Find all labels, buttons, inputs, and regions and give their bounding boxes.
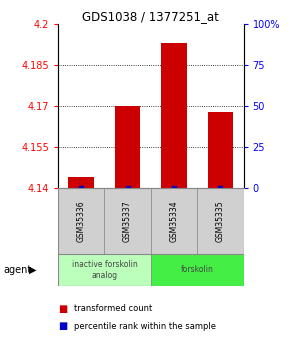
Text: percentile rank within the sample: percentile rank within the sample xyxy=(74,322,216,331)
Bar xyxy=(208,111,233,188)
Bar xyxy=(197,188,244,254)
Text: inactive forskolin
analog: inactive forskolin analog xyxy=(72,260,137,280)
Bar xyxy=(58,188,104,254)
Text: ■: ■ xyxy=(58,304,67,314)
Text: GSM35336: GSM35336 xyxy=(77,200,86,242)
Text: ■: ■ xyxy=(58,321,67,331)
Bar xyxy=(68,177,94,188)
Text: transformed count: transformed count xyxy=(74,304,152,313)
Text: forskolin: forskolin xyxy=(181,265,214,275)
Text: ▶: ▶ xyxy=(29,265,37,275)
Bar xyxy=(151,254,244,286)
Text: GSM35334: GSM35334 xyxy=(169,200,179,242)
Text: GSM35337: GSM35337 xyxy=(123,200,132,242)
Bar xyxy=(58,254,151,286)
Bar xyxy=(104,188,151,254)
Text: agent: agent xyxy=(3,265,31,275)
Text: GSM35335: GSM35335 xyxy=(216,200,225,242)
Title: GDS1038 / 1377251_at: GDS1038 / 1377251_at xyxy=(82,10,219,23)
Bar xyxy=(151,188,197,254)
Bar xyxy=(115,106,140,188)
Bar xyxy=(161,43,187,188)
